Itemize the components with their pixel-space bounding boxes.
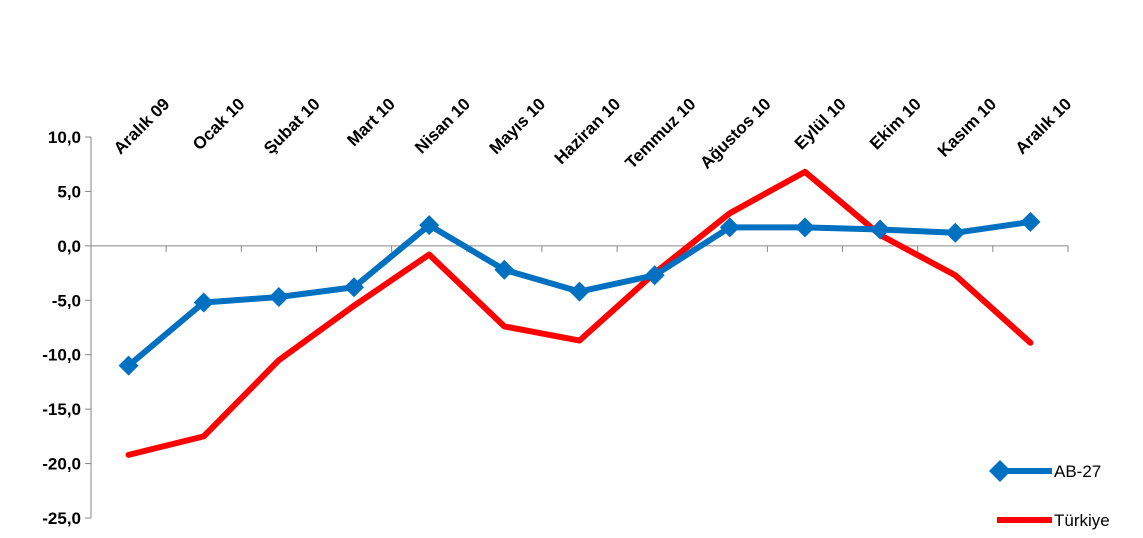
x-axis-ticks: Aralık 09 Ocak 10 Şubat 10 Mart 10 Nisan 10 M…	[110, 94, 1075, 172]
data-point	[569, 281, 590, 302]
data-point	[644, 265, 665, 286]
x-tick-label: Aralık 09	[110, 94, 174, 158]
y-tick-label: -20,0	[42, 455, 81, 474]
y-tick-label: 5,0	[57, 182, 81, 201]
axes	[85, 136, 1069, 519]
y-tick-label: -10,0	[42, 346, 81, 365]
x-tick-label: Ekim 10	[866, 94, 925, 153]
legend-marker	[989, 460, 1011, 482]
x-tick-label: Temmuz 10	[621, 94, 699, 172]
x-tick-label: Nisan 10	[411, 94, 474, 157]
legend-label: Türkiye	[1054, 511, 1110, 530]
data-point	[419, 215, 440, 236]
legend: AB-27 Türkiye	[989, 460, 1110, 530]
y-tick-label: 0,0	[57, 237, 81, 256]
data-point	[794, 217, 815, 238]
y-axis-ticks: 10,0 5,0 0,0 -5,0 -10,0 -15,0 -20,0 -25,0	[42, 128, 81, 528]
x-tick-label: Haziran 10	[551, 94, 625, 168]
x-tick-label: Mart 10	[343, 94, 399, 150]
series-layer	[118, 168, 1041, 458]
x-tick-label: Aralık 10	[1012, 94, 1076, 158]
y-tick-label: -25,0	[42, 509, 81, 528]
data-point	[494, 259, 515, 280]
series-line-turkiye	[125, 168, 1034, 458]
x-tick-label: Mayıs 10	[486, 94, 550, 158]
x-tick-label: Şubat 10	[260, 94, 324, 158]
y-tick-label: 10,0	[48, 128, 81, 147]
data-point	[1020, 211, 1041, 232]
data-point	[344, 277, 365, 298]
y-tick-label: -5,0	[52, 291, 81, 310]
data-point	[268, 287, 289, 308]
y-tick-label: -15,0	[42, 400, 81, 419]
x-tick-label: Ağustos 10	[696, 94, 774, 172]
legend-label: AB-27	[1054, 462, 1101, 481]
data-point	[945, 222, 966, 243]
data-point	[870, 219, 891, 240]
data-point	[193, 292, 214, 313]
data-point	[719, 217, 740, 238]
x-tick-label: Kasım 10	[934, 94, 1000, 160]
x-tick-label: Eylül 10	[791, 94, 850, 153]
data-point	[118, 355, 139, 376]
x-tick-label: Ocak 10	[189, 94, 249, 154]
